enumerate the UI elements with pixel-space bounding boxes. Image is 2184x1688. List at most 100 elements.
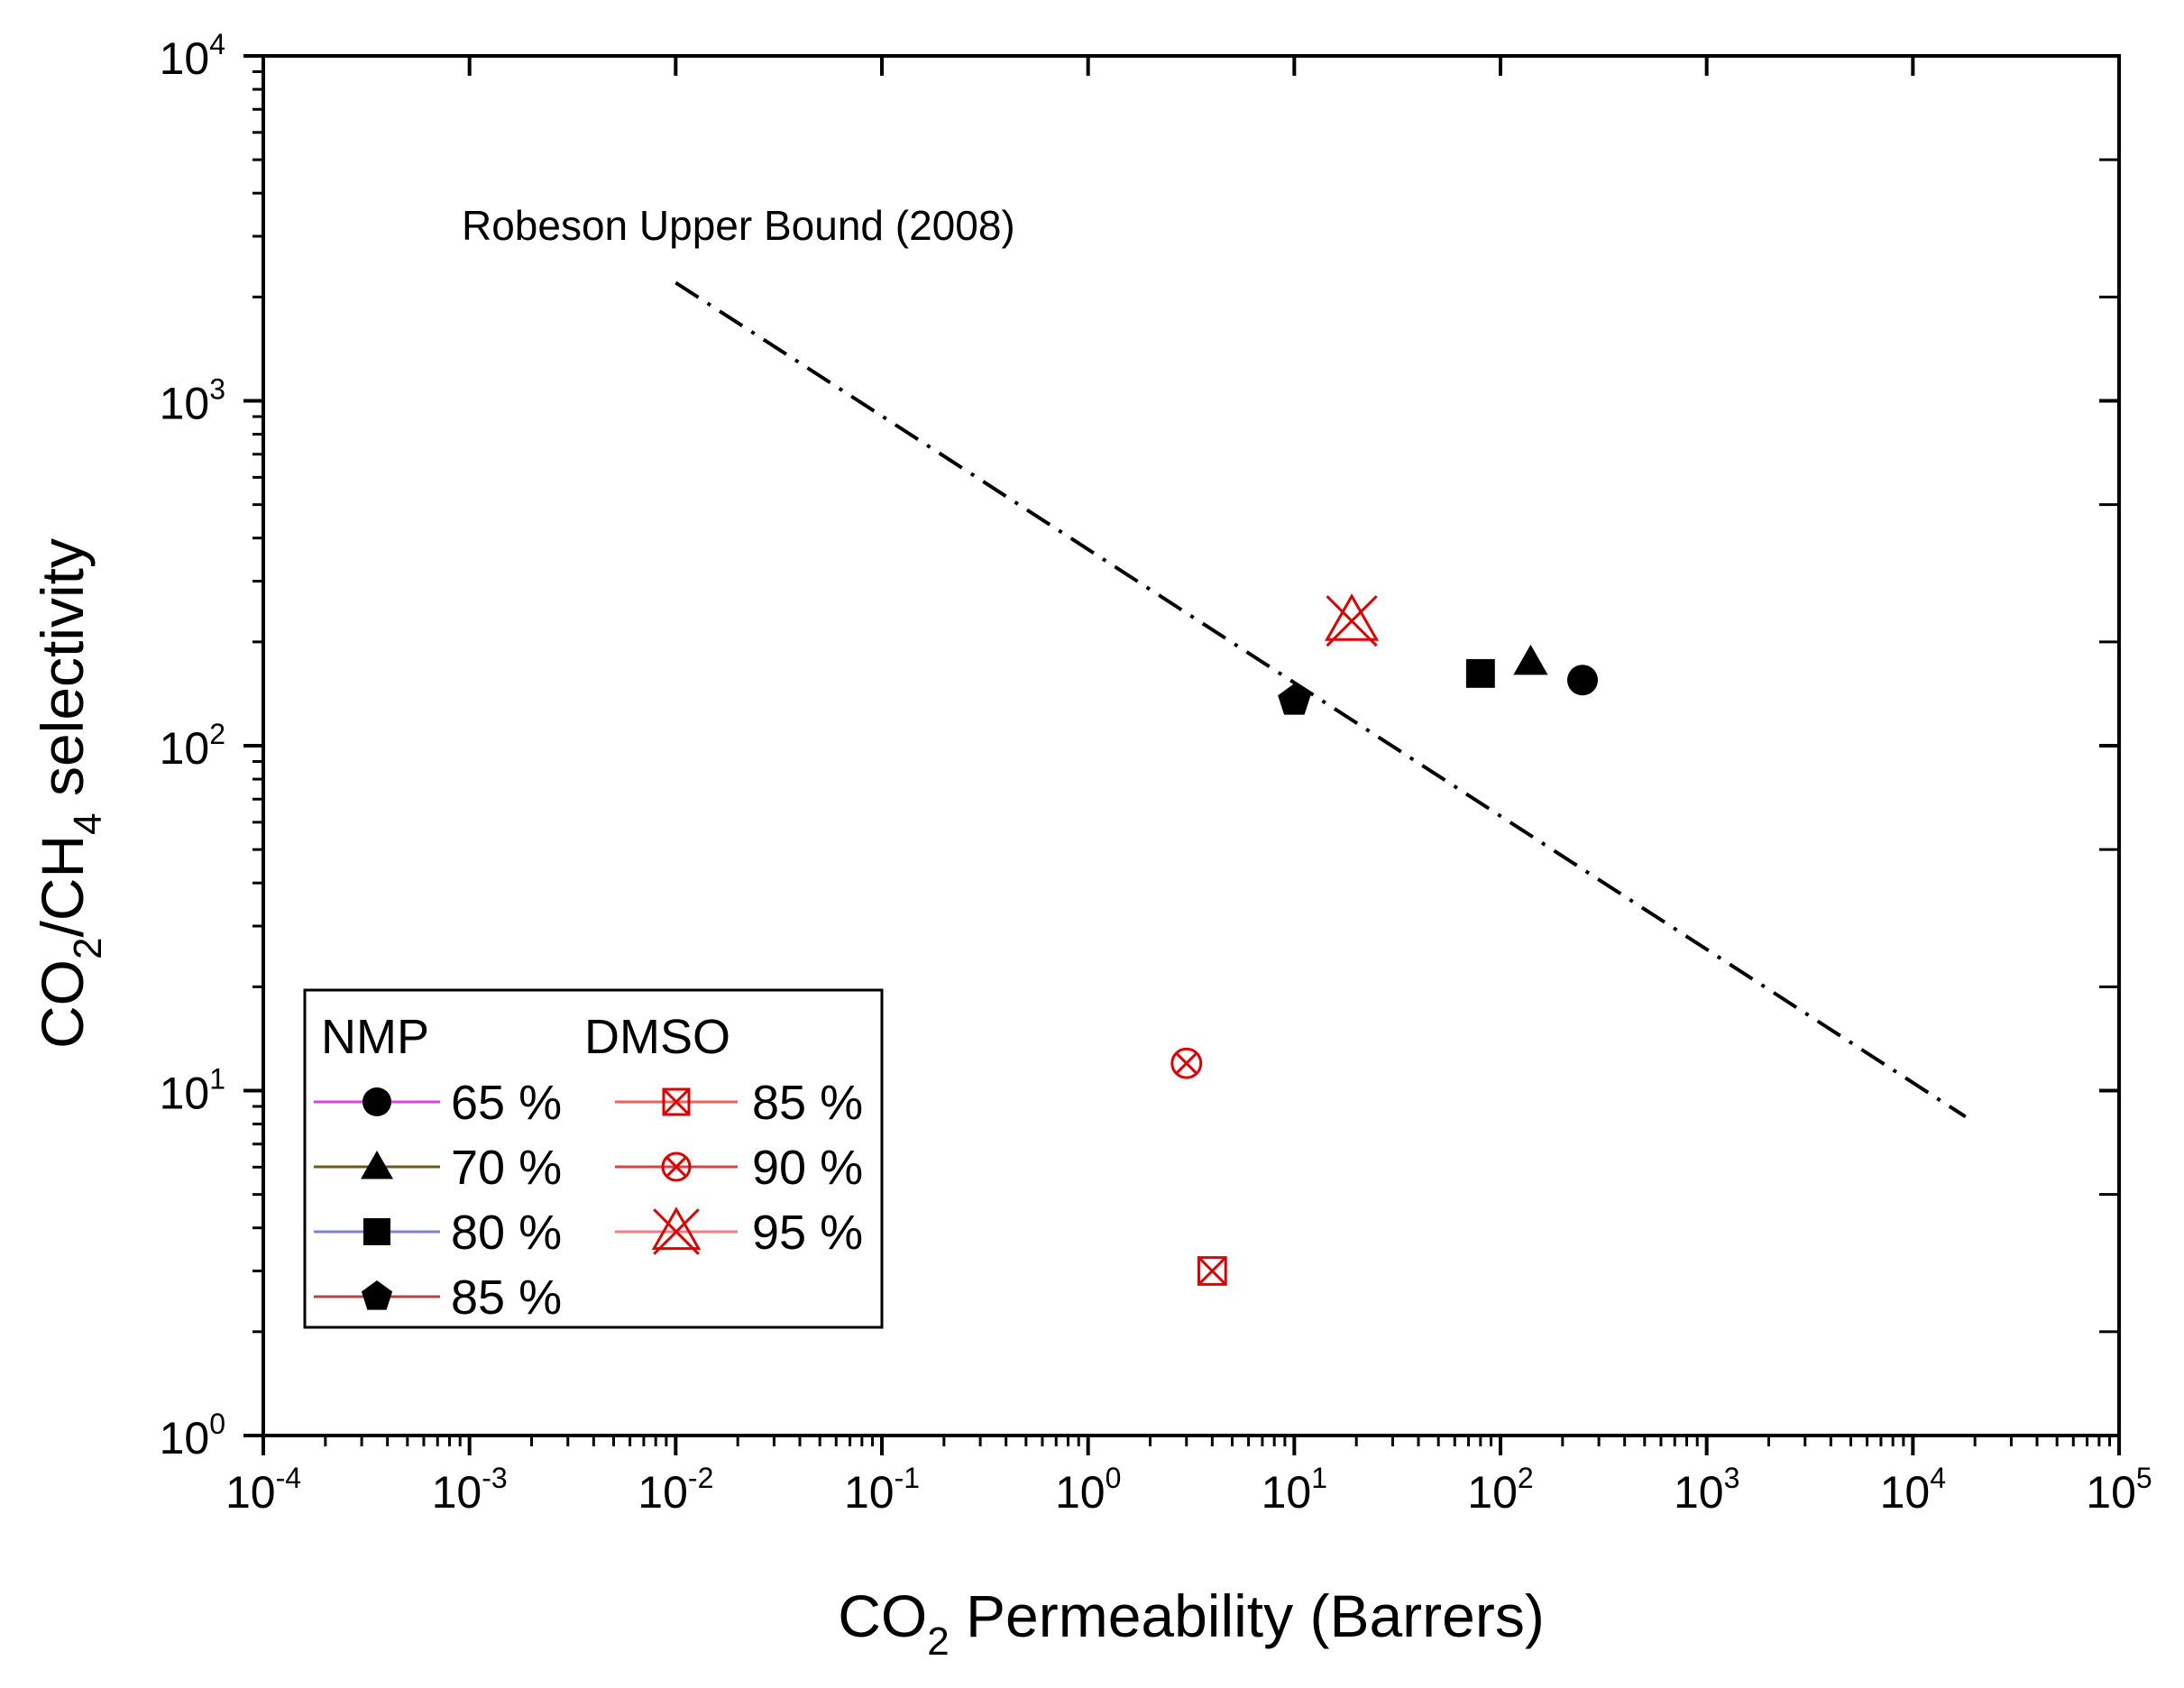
y-axis-title-sub2: 4 — [66, 812, 110, 834]
robeson-upper-bound-line — [674, 280, 1967, 1119]
legend-nmp-70-label: 70 % — [451, 1141, 562, 1195]
legend-nmp-85-label: 85 % — [451, 1271, 562, 1325]
y-tick-label-exponent: 3 — [209, 373, 225, 406]
x-tick-label-exponent: 2 — [1518, 1462, 1534, 1494]
x-tick-label-exponent: -4 — [276, 1462, 301, 1494]
x-tick-label: 10-4 — [225, 1462, 301, 1518]
legend-dmso-85-label: 85 % — [752, 1076, 863, 1130]
y-tick-label-exponent: 2 — [209, 718, 225, 750]
legend-title-nmp: NMP — [321, 1010, 429, 1064]
legend-dmso-95-label: 95 % — [752, 1206, 863, 1260]
legend-dmso-85-marker-cross — [662, 1087, 691, 1116]
x-tick-label: 10-3 — [432, 1462, 508, 1518]
y-axis-title-co: CO — [29, 959, 96, 1049]
x-tick-label: 102 — [1467, 1462, 1533, 1518]
y-tick-label: 104 — [160, 28, 225, 84]
point-dmso-90 — [1170, 1047, 1203, 1079]
legend-dmso-95-marker-triangle — [651, 1206, 702, 1251]
x-tick-label-base: 10 — [1262, 1467, 1312, 1518]
x-axis-title: CO2 Permeability (Barrers) — [838, 1582, 1545, 1664]
x-tick-label: 104 — [1880, 1462, 1946, 1518]
x-tick-label: 10-2 — [638, 1462, 713, 1518]
x-tick-labels: 10-4 10-3 10-2 10-1 100 101 102 103 104 105 — [225, 1462, 2152, 1518]
x-tick-label: 103 — [1674, 1462, 1739, 1518]
robeson-upper-bound-label: Robeson Upper Bound (2008) — [462, 202, 1015, 249]
x-tick-label-exponent: 5 — [2136, 1462, 2152, 1494]
x-tick-label: 10-1 — [844, 1462, 920, 1518]
x-tick-label-exponent: 4 — [1930, 1462, 1946, 1494]
x-tick-label: 100 — [1055, 1462, 1121, 1518]
x-tick-label-base: 10 — [1674, 1467, 1724, 1518]
legend-nmp-85-marker — [361, 1280, 393, 1310]
y-tick-label-exponent: 0 — [209, 1408, 225, 1440]
legend-dmso-90-label: 90 % — [752, 1141, 863, 1195]
legend-nmp-65-label: 65 % — [451, 1076, 562, 1130]
data-points — [1170, 593, 1598, 1286]
y-axis-title-rest: selectivity — [29, 538, 96, 812]
legend-nmp-80-label: 80 % — [451, 1206, 562, 1260]
y-axis-title-sub1: 2 — [66, 938, 110, 959]
x-tick-label-base: 10 — [1055, 1467, 1106, 1518]
x-tick-label-base: 10 — [1467, 1467, 1518, 1518]
x-tick-label-exponent: -2 — [688, 1462, 713, 1494]
legend-box — [303, 988, 884, 1329]
x-tick-label-exponent: 1 — [1311, 1462, 1327, 1494]
y-tick-label-base: 10 — [160, 1413, 210, 1463]
y-tick-label: 102 — [160, 718, 225, 774]
legend-nmp-70-marker — [361, 1151, 393, 1179]
y-tick-label: 100 — [160, 1408, 225, 1463]
legend-dmso-90-marker-ring — [661, 1151, 692, 1182]
legend: NMP DMSO 65 % 70 % 80 % 85 % 85 % 90 % 95 % — [303, 988, 884, 1329]
x-tick-label: 105 — [2086, 1462, 2152, 1518]
x-tick-label-base: 10 — [432, 1467, 482, 1518]
y-tick-label-exponent: 1 — [209, 1063, 225, 1096]
point-dmso-90-cross — [1175, 1051, 1198, 1075]
x-axis-title-co: CO — [838, 1582, 927, 1649]
y-tick-label-base: 10 — [160, 1069, 210, 1119]
x-tick-label-base: 10 — [638, 1467, 688, 1518]
point-dmso-90-ring — [1170, 1047, 1203, 1079]
legend-dmso-95-marker — [651, 1206, 702, 1255]
y-tick-label: 103 — [160, 373, 225, 429]
y-tick-label-exponent: 4 — [209, 28, 225, 60]
x-tick-label-base: 10 — [844, 1467, 895, 1518]
point-dmso-95-triangle — [1324, 593, 1380, 641]
x-tick-label-exponent: -3 — [482, 1462, 507, 1494]
point-nmp-65 — [1566, 665, 1598, 696]
point-dmso-85 — [1197, 1256, 1227, 1286]
y-axis-title: CO2/CH4 selectivity — [29, 538, 110, 1049]
x-tick-label-exponent: 0 — [1106, 1462, 1122, 1494]
point-nmp-70 — [1513, 644, 1548, 675]
point-nmp-85 — [1278, 683, 1311, 715]
legend-dmso-85-marker-box — [662, 1087, 691, 1116]
x-tick-label: 101 — [1262, 1462, 1327, 1518]
point-dmso-95 — [1324, 593, 1380, 647]
legend-nmp-80-marker — [363, 1218, 390, 1245]
legend-nmp-65-marker — [362, 1087, 391, 1116]
point-dmso-85-box — [1197, 1256, 1227, 1286]
legend-dmso-85-marker — [662, 1087, 691, 1116]
y-tick-label-base: 10 — [160, 33, 210, 84]
x-tick-label-base: 10 — [1880, 1467, 1931, 1518]
x-tick-label-base: 10 — [225, 1467, 276, 1518]
x-axis-title-subscript: 2 — [927, 1619, 949, 1664]
x-axis-ticks — [262, 56, 2121, 1455]
y-tick-label-base: 10 — [160, 379, 210, 429]
legend-dmso-95-marker-cross — [653, 1208, 700, 1255]
legend-items: 65 % 70 % 80 % 85 % 85 % 90 % 95 % — [314, 1076, 863, 1325]
legend-dmso-90-marker — [661, 1151, 692, 1182]
y-axis-ticks — [243, 54, 2119, 1437]
x-tick-label-exponent: -1 — [895, 1462, 920, 1494]
point-dmso-85-cross — [1198, 1256, 1227, 1286]
x-tick-label-base: 10 — [2086, 1467, 2136, 1518]
legend-dmso-90-marker-cross — [665, 1156, 687, 1178]
y-tick-label: 101 — [160, 1063, 225, 1119]
legend-title-dmso: DMSO — [584, 1010, 730, 1064]
x-tick-label-exponent: 3 — [1724, 1462, 1740, 1494]
y-axis-title-ch: /CH — [29, 835, 96, 938]
x-axis-title-rest: Permeability (Barrers) — [950, 1582, 1545, 1649]
point-dmso-95-cross — [1326, 595, 1378, 647]
